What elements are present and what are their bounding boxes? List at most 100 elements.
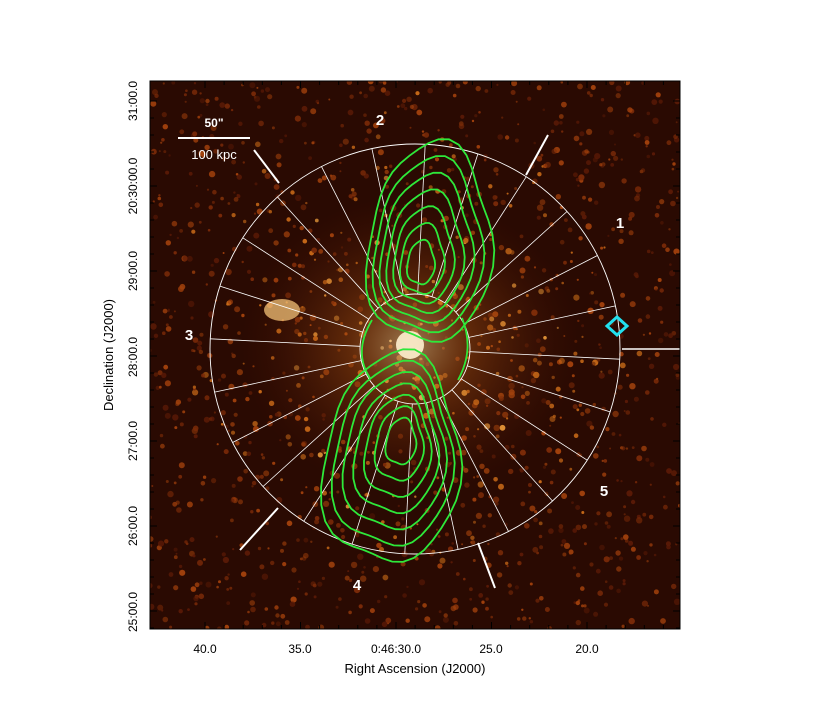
xray-speck bbox=[660, 221, 664, 225]
xray-speck bbox=[296, 587, 300, 590]
xray-speck bbox=[622, 579, 626, 583]
xray-speck bbox=[611, 432, 616, 436]
xray-speck bbox=[402, 98, 407, 103]
xray-speck bbox=[321, 175, 327, 181]
xray-speck bbox=[150, 603, 155, 610]
xray-speck bbox=[608, 585, 614, 590]
xray-speck bbox=[223, 449, 229, 455]
xray-speck bbox=[623, 534, 629, 540]
xray-speck bbox=[364, 618, 371, 624]
xray-speck bbox=[296, 85, 300, 89]
xray-speck bbox=[579, 131, 585, 137]
xray-speck bbox=[189, 537, 195, 543]
xray-speck bbox=[257, 105, 261, 109]
xray-speck bbox=[210, 263, 214, 267]
xray-speck bbox=[576, 278, 579, 281]
xray-speck bbox=[290, 596, 297, 603]
xray-speck bbox=[230, 498, 235, 503]
xray-speck bbox=[178, 609, 183, 614]
xray-speck bbox=[544, 161, 551, 168]
sector-overlay bbox=[209, 134, 680, 589]
xray-speck bbox=[174, 426, 178, 430]
xray-speck bbox=[220, 196, 224, 201]
xray-speck bbox=[401, 517, 405, 521]
xray-speck bbox=[213, 148, 219, 154]
xray-speck bbox=[550, 469, 556, 475]
xray-speck bbox=[220, 423, 224, 426]
xray-speck bbox=[192, 337, 199, 343]
xray-speck bbox=[216, 626, 222, 629]
xray-speck bbox=[171, 220, 178, 227]
xray-speck bbox=[470, 541, 473, 544]
xray-speck bbox=[519, 552, 524, 557]
xray-speck bbox=[581, 214, 587, 220]
xray-speck bbox=[384, 90, 391, 96]
xray-speck bbox=[204, 625, 210, 629]
xray-speck bbox=[190, 206, 193, 210]
xray-speck bbox=[162, 404, 169, 411]
xray-speck bbox=[200, 498, 204, 502]
xray-speck bbox=[328, 519, 334, 525]
xray-speck bbox=[397, 504, 400, 508]
xray-speck bbox=[600, 246, 604, 250]
xray-speck bbox=[253, 232, 260, 239]
xray-speck bbox=[367, 81, 374, 85]
xray-speck bbox=[602, 114, 606, 118]
xray-speck bbox=[653, 553, 657, 557]
xray-speck bbox=[227, 299, 233, 305]
xray-speck bbox=[514, 138, 519, 143]
xray-speck bbox=[619, 362, 626, 369]
xray-speck bbox=[360, 170, 366, 176]
xray-speck bbox=[181, 113, 188, 120]
xray-speck bbox=[629, 383, 636, 390]
x-tick-label: 35.0 bbox=[288, 642, 312, 656]
radial-spoke bbox=[460, 378, 588, 461]
xray-speck bbox=[364, 137, 369, 143]
xray-speck bbox=[437, 129, 440, 132]
xray-speck bbox=[599, 302, 605, 308]
xray-speck bbox=[648, 332, 652, 335]
xray-speck bbox=[625, 410, 631, 415]
xray-speck bbox=[242, 451, 248, 456]
xray-speck bbox=[179, 569, 186, 576]
xray-speck bbox=[656, 377, 659, 380]
xray-speck bbox=[584, 149, 589, 154]
xray-speck bbox=[670, 200, 676, 207]
xray-speck bbox=[508, 204, 513, 208]
xray-speck bbox=[198, 349, 204, 355]
xray-speck bbox=[496, 572, 503, 578]
xray-speck bbox=[594, 522, 598, 526]
xray-speck bbox=[317, 581, 323, 587]
xray-speck bbox=[596, 445, 599, 449]
sector-label-2: 2 bbox=[376, 112, 384, 129]
xray-speck bbox=[650, 417, 654, 421]
xray-speck bbox=[250, 510, 254, 514]
xray-speck bbox=[179, 283, 186, 290]
xray-speck bbox=[152, 200, 155, 203]
xray-speck bbox=[243, 468, 248, 474]
radial-spokes bbox=[210, 144, 620, 554]
xray-speck bbox=[175, 552, 178, 555]
xray-speck bbox=[610, 163, 615, 167]
xray-speck bbox=[159, 433, 164, 438]
xray-speck bbox=[153, 372, 159, 377]
xray-speck bbox=[577, 184, 580, 187]
xray-speck bbox=[222, 252, 225, 254]
xray-speck bbox=[660, 618, 666, 624]
xray-speck bbox=[227, 429, 231, 432]
xray-speck bbox=[162, 124, 168, 130]
xray-speck bbox=[657, 278, 662, 282]
xray-speck bbox=[427, 87, 434, 94]
xray-speck bbox=[586, 91, 591, 95]
xray-speck bbox=[179, 229, 184, 233]
xray-speck bbox=[151, 485, 154, 487]
xray-speck bbox=[348, 194, 353, 199]
xray-speck bbox=[162, 82, 165, 85]
radial-spoke bbox=[232, 373, 367, 443]
xray-speck bbox=[214, 96, 219, 101]
radial-spoke bbox=[431, 153, 479, 297]
xray-speck bbox=[628, 540, 634, 546]
scale-bar-angular-label: 50" bbox=[204, 116, 223, 130]
xray-speck bbox=[158, 385, 162, 389]
xray-speck bbox=[616, 566, 622, 572]
